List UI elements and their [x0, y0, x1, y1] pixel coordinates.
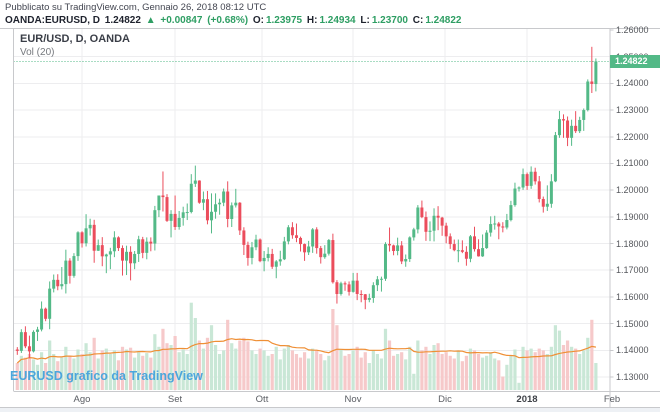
time-tick-label: Set	[167, 394, 183, 405]
price-tick-label: 1.14000	[616, 345, 649, 356]
time-tick-label: 2018	[516, 394, 538, 405]
price-tick-label: 1.23000	[616, 105, 649, 116]
price-tick-label: 1.20000	[616, 185, 649, 196]
up-arrow-icon: ▲	[145, 15, 156, 26]
price-tick-label: 1.18000	[616, 238, 649, 249]
price-tick-label: 1.22000	[616, 131, 649, 142]
price-tick-label: 1.15000	[616, 318, 649, 329]
symbol-name: OANDA:EURUSD, D	[5, 15, 100, 26]
price-tick-label: 1.16000	[616, 291, 649, 302]
change-absolute: +0.00847	[160, 15, 203, 26]
high-value: 1.24934	[319, 15, 356, 26]
price-axis[interactable]: 1.260001.250001.240001.230001.220001.210…	[610, 25, 660, 391]
price-tick-label: 1.13000	[616, 372, 649, 382]
time-axis[interactable]: Ago Set Ott Nov Dic 2018 Feb	[0, 392, 660, 407]
price-tick-label: 1.24000	[616, 78, 649, 89]
open-label: O:	[252, 15, 264, 26]
time-tick-label: Nov	[344, 394, 362, 405]
close-label: C:	[412, 15, 424, 26]
time-tick-label: Ago	[73, 394, 91, 405]
published-line: Pubblicato su TradingView.com, Gennaio 2…	[5, 2, 267, 13]
low-label: L:	[360, 15, 370, 26]
chart-legend[interactable]: EUR/USD, D, OANDA Vol (20)	[20, 33, 130, 59]
legend-symbol[interactable]: EUR/USD, D, OANDA	[20, 33, 131, 45]
change-percent: (+0.68%)	[207, 15, 249, 26]
watermark-link[interactable]: EURUSD grafico da TradingView	[10, 369, 203, 383]
time-tick-label: Dic	[438, 394, 452, 405]
price-tick-label: 1.19000	[616, 211, 649, 222]
open-value: 1.23975	[265, 15, 303, 26]
legend-volume-indicator[interactable]: Vol (20)	[20, 47, 55, 58]
bottom-band	[0, 408, 660, 412]
price-tick-label: 1.21000	[616, 158, 649, 169]
low-value: 1.23700	[371, 15, 408, 26]
symbol-row: OANDA:EURUSD, D 1.24822 ▲ +0.00847 (+0.6…	[5, 14, 655, 28]
high-label: H:	[306, 15, 318, 26]
last-price-value: 1.24822	[104, 15, 141, 26]
last-price-tag: 1.24822	[610, 54, 660, 68]
price-tick-label: 1.17000	[616, 265, 649, 276]
header: Pubblicato su TradingView.com, Gennaio 2…	[5, 2, 655, 28]
time-tick-label: Feb	[603, 394, 621, 405]
close-value: 1.24822	[425, 15, 462, 26]
price-tick-label: 1.26000	[616, 25, 649, 35]
time-tick-label: Ott	[255, 394, 269, 405]
